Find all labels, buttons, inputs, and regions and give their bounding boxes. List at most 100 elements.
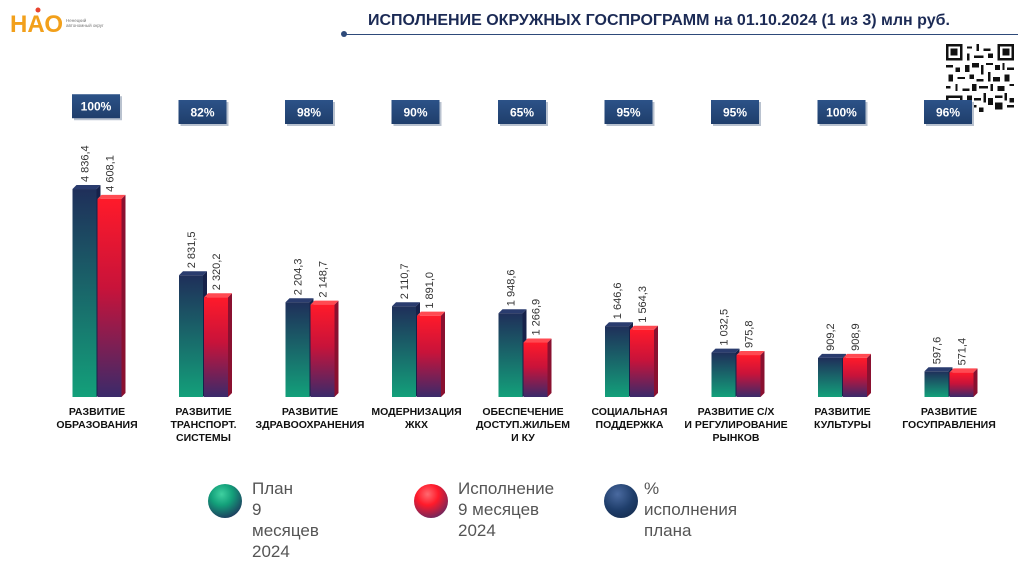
- value-label-exec-2: 2 148,7: [318, 261, 330, 298]
- title-rule-dot: [341, 31, 347, 37]
- bar-top-exec-4: [523, 338, 552, 343]
- bar-top-plan-3: [392, 302, 420, 307]
- bar-plan-0: [72, 189, 97, 397]
- percent-badge-6: [711, 100, 759, 124]
- bar-side-exec-6: [760, 351, 765, 397]
- bar-exec-8: [949, 372, 974, 397]
- value-label-plan-2: 2 204,3: [293, 259, 305, 296]
- bar-exec-5: [630, 329, 654, 397]
- bar-side-exec-8: [973, 368, 978, 397]
- percent-label-7: 100%: [826, 106, 857, 120]
- bar-side-exec-2: [334, 300, 339, 397]
- bar-top-plan-1: [179, 271, 207, 276]
- bar-exec-4: [523, 342, 548, 397]
- percent-label-5: 95%: [616, 106, 640, 120]
- bar-top-exec-2: [310, 300, 339, 305]
- category-label-3: МОДЕРНИЗАЦИЯ ЖКХ: [371, 406, 462, 431]
- bar-plan-2: [285, 302, 310, 397]
- legend-label-exec: Исполнение 9 месяцев 2024: [458, 479, 555, 540]
- value-label-exec-8: 571,4: [957, 338, 969, 366]
- value-label-exec-0: 4 608,1: [105, 155, 117, 192]
- category-label-0: РАЗВИТИЕ ОБРАЗОВАНИЯ: [56, 406, 138, 431]
- bar-top-plan-0: [72, 185, 101, 190]
- nao-logo: НАО Ненецкий автономный округ: [10, 7, 104, 38]
- bar-plan-7: [818, 357, 842, 397]
- value-label-plan-0: 4 836,4: [80, 145, 92, 182]
- percent-badge-7: [817, 100, 866, 124]
- value-label-plan-8: 597,6: [932, 337, 944, 365]
- bar-top-exec-1: [204, 293, 232, 298]
- bar-exec-2: [310, 304, 335, 397]
- percent-label-6: 95%: [723, 106, 747, 120]
- bar-exec-6: [736, 355, 761, 397]
- bar-top-exec-0: [97, 194, 126, 199]
- bar-plan-6: [711, 352, 736, 397]
- category-label-4: ОБЕСПЕЧЕНИЕ ДОСТУП.ЖИЛЬЕМ И КУ: [475, 406, 571, 444]
- value-label-exec-1: 2 320,2: [211, 254, 223, 291]
- title-rule: [346, 34, 1018, 35]
- bar-top-plan-4: [498, 309, 527, 314]
- value-label-exec-7: 908,9: [850, 323, 862, 351]
- bar-top-plan-8: [924, 367, 953, 372]
- logo-subtitle: Ненецкий автономный округ: [66, 17, 104, 28]
- value-label-exec-3: 1 891,0: [424, 272, 436, 309]
- percent-badge-2: [285, 100, 333, 124]
- bar-side-exec-7: [867, 353, 871, 397]
- value-label-plan-1: 2 831,5: [186, 232, 198, 269]
- bar-plan-5: [605, 326, 629, 397]
- value-label-plan-7: 909,2: [825, 323, 837, 351]
- bar-exec-7: [843, 357, 867, 397]
- bar-top-plan-7: [818, 353, 846, 358]
- bar-plan-4: [498, 313, 523, 397]
- bar-side-exec-0: [121, 194, 126, 397]
- value-label-exec-6: 975,8: [744, 321, 756, 349]
- percent-badge-4: [498, 100, 546, 124]
- logo-text: НАО: [10, 11, 63, 38]
- percent-badge-8: [924, 100, 972, 124]
- bar-top-plan-2: [285, 298, 314, 303]
- bar-top-exec-3: [417, 311, 445, 316]
- legend-label-plan: План 9 месяцев 2024: [252, 479, 319, 561]
- bar-side-exec-5: [654, 325, 658, 397]
- bar-top-exec-7: [843, 353, 871, 358]
- percent-label-8: 96%: [936, 106, 960, 120]
- bar-side-exec-3: [441, 311, 445, 397]
- bar-side-exec-4: [547, 338, 552, 397]
- bar-plan-3: [392, 306, 416, 397]
- percent-label-1: 82%: [190, 106, 214, 120]
- bar-plan-1: [179, 275, 203, 397]
- bar-exec-0: [97, 198, 122, 397]
- value-label-plan-6: 1 032,5: [719, 309, 731, 346]
- bar-exec-1: [204, 297, 228, 397]
- percent-label-0: 100%: [81, 100, 112, 114]
- bar-top-exec-8: [949, 368, 978, 373]
- bar-side-exec-1: [228, 293, 232, 397]
- percent-badge-5: [604, 100, 653, 124]
- legend-swatch-plan: [208, 484, 242, 518]
- category-label-7: РАЗВИТИЕ КУЛЬТУРЫ: [814, 406, 871, 431]
- category-label-1: РАЗВИТИЕ ТРАНСПОРТ. СИСТЕМЫ: [170, 406, 237, 444]
- value-label-exec-4: 1 266,9: [531, 299, 543, 336]
- bar-top-exec-6: [736, 351, 765, 356]
- category-label-8: РАЗВИТИЕ ГОСУПРАВЛЕНИЯ: [902, 406, 996, 431]
- value-label-plan-4: 1 948,6: [506, 270, 518, 307]
- category-label-6: РАЗВИТИЕ С/Х И РЕГУЛИРОВАНИЕ РЫНКОВ: [684, 406, 788, 444]
- percent-label-3: 90%: [403, 106, 427, 120]
- legend-swatch-percent: [604, 484, 638, 518]
- legend-swatch-exec: [414, 484, 448, 518]
- bar-plan-8: [924, 371, 949, 397]
- percent-badge-3: [391, 100, 440, 124]
- value-label-exec-5: 1 564,3: [637, 286, 649, 323]
- bar-top-exec-5: [630, 325, 658, 330]
- category-label-5: СОЦИАЛЬНАЯ ПОДДЕРЖКА: [591, 406, 668, 431]
- percent-badge-1: [178, 100, 227, 124]
- bar-exec-3: [417, 315, 441, 397]
- percent-label-4: 65%: [510, 106, 534, 120]
- gosprogram-bar-chart: 4 836,4 4 608,1 100% 2 831,5 2 320,2 82% 2 204…: [72, 94, 978, 397]
- legend-label-percent: % исполнения плана: [644, 479, 738, 540]
- value-label-plan-5: 1 646,6: [612, 282, 624, 319]
- legend: План 9 месяцев 2024 Исполнение 9 месяцев…: [0, 478, 1024, 561]
- bar-top-plan-5: [605, 322, 633, 327]
- percent-badge-0: [72, 94, 120, 119]
- category-label-2: РАЗВИТИЕ ЗДРАВООХРАНЕНИЯ: [255, 406, 365, 431]
